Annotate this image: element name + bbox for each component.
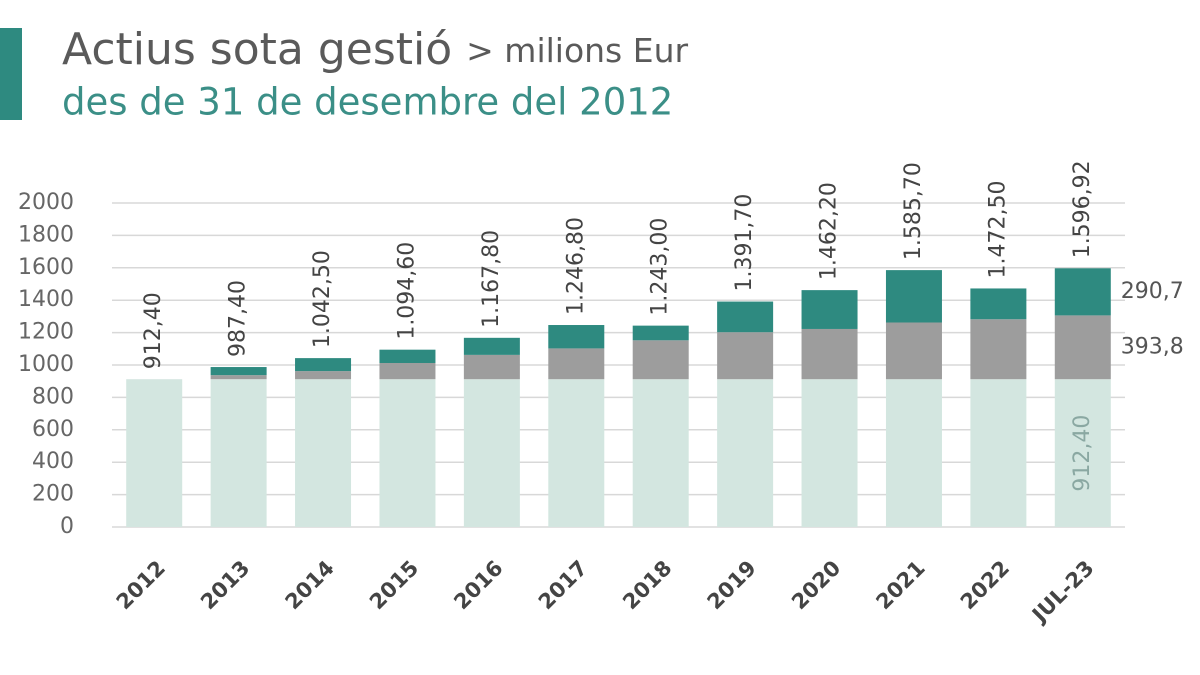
x-tick-label: 2017 [534, 556, 592, 614]
total-label: 1.596,92 [1070, 160, 1095, 258]
bar-segment [210, 375, 267, 380]
bar-segment [463, 337, 520, 355]
x-tick-label: 2021 [871, 556, 929, 614]
bar-segment [1054, 379, 1111, 527]
bar-segment [801, 379, 858, 527]
total-label: 912,40 [141, 292, 166, 369]
y-tick-label: 200 [32, 482, 74, 507]
x-tick-label: 2019 [703, 556, 761, 614]
bar-segment [548, 348, 605, 380]
total-label: 1.094,60 [394, 242, 419, 340]
bar-segment [717, 379, 774, 527]
chart-subtitle: des de 31 de desembre del 2012 [62, 81, 673, 124]
bar-segment [379, 362, 436, 380]
bar-segment [379, 379, 436, 527]
bar-segment [295, 358, 352, 372]
title-accent [0, 28, 22, 120]
y-tick-label: 600 [32, 417, 74, 442]
total-label: 987,40 [226, 280, 251, 357]
chart-title: Actius sota gestió > milions Eur [62, 24, 689, 75]
y-tick-label: 800 [32, 384, 74, 409]
title-unit: > milions Eur [466, 31, 688, 70]
bar-segment [210, 379, 267, 527]
bar-segment [295, 371, 352, 380]
y-tick-label: 1800 [18, 222, 74, 247]
bar-segment [885, 379, 942, 527]
bar-segment [970, 379, 1027, 527]
x-tick-label: 2015 [365, 556, 423, 614]
total-label: 1.246,80 [563, 217, 588, 315]
x-tick-label: 2014 [281, 556, 339, 614]
bar-segment [632, 340, 689, 380]
bar-segment [463, 354, 520, 380]
bar-segment [463, 379, 520, 527]
bar-segment [632, 325, 689, 341]
bar-segment [801, 328, 858, 380]
total-label: 1.042,50 [310, 250, 335, 348]
y-tick-label: 1000 [18, 352, 74, 377]
x-tick-label: 2016 [449, 556, 507, 614]
bar-segment [885, 322, 942, 380]
bar-segment [632, 379, 689, 527]
total-label: 1.472,50 [985, 180, 1010, 278]
segment-label: 912,40 [1070, 415, 1095, 492]
y-tick-label: 1600 [18, 255, 74, 280]
bar-segment [1054, 268, 1111, 316]
bar-segment [210, 367, 267, 376]
bar-segment [295, 379, 352, 527]
bar-segment [970, 288, 1027, 320]
bar-segment [801, 290, 858, 329]
segment-label: 290,7 [1121, 279, 1184, 304]
total-label: 1.167,80 [479, 230, 504, 328]
title-text: Actius sota gestió [62, 24, 452, 75]
x-tick-label: 2018 [618, 556, 676, 614]
bar-segment [548, 379, 605, 527]
bar-segment [717, 301, 774, 333]
x-tick-label: 2012 [112, 556, 170, 614]
total-label: 1.585,70 [901, 162, 926, 260]
y-tick-label: 1400 [18, 287, 74, 312]
y-tick-label: 0 [60, 514, 74, 539]
x-tick-label: 2013 [196, 556, 254, 614]
x-tick-label: 2022 [956, 556, 1014, 614]
y-tick-label: 1200 [18, 320, 74, 345]
bar-segment [379, 349, 436, 363]
total-label: 1.462,20 [817, 182, 842, 280]
total-label: 1.391,70 [732, 194, 757, 292]
bar-segment [717, 332, 774, 380]
bar-segment [1054, 315, 1111, 380]
bar-segment [126, 379, 183, 527]
bar-segment [548, 325, 605, 349]
total-label: 1.243,00 [648, 218, 673, 316]
bar-segment [970, 319, 1027, 380]
x-tick-label: 2020 [787, 556, 845, 614]
bar-segment [885, 270, 942, 323]
y-tick-label: 400 [32, 449, 74, 474]
segment-label: 393,8 [1121, 334, 1184, 359]
y-tick-label: 2000 [18, 190, 74, 215]
x-tick-label: JUL-23 [1026, 556, 1098, 628]
